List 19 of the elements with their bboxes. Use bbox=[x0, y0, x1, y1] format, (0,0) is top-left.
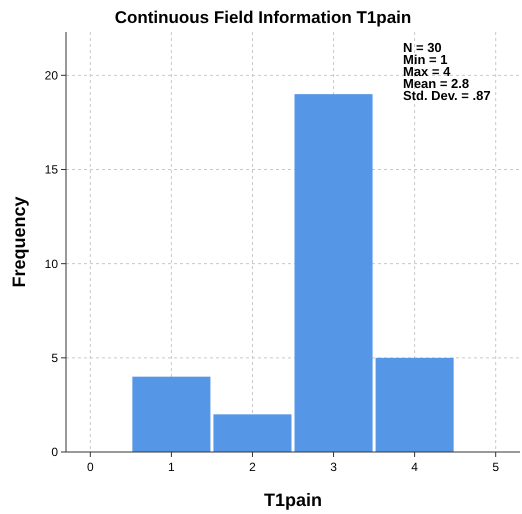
annotation: N = 30 bbox=[403, 40, 442, 55]
y-tick-label: 10 bbox=[44, 256, 58, 271]
annotation: Std. Dev. = .87 bbox=[403, 88, 491, 103]
annotation: Max = 4 bbox=[403, 64, 452, 79]
y-tick-label: 5 bbox=[51, 351, 58, 366]
x-tick-label: 0 bbox=[86, 460, 94, 474]
chart-title: Continuous Field Information T1pain bbox=[114, 8, 412, 27]
annotation: Min = 1 bbox=[403, 52, 448, 67]
annotation: Mean = 2.8 bbox=[403, 76, 470, 91]
y-tick-label: 0 bbox=[51, 445, 58, 460]
x-axis-title: T1pain bbox=[264, 490, 322, 510]
x-tick-label: 3 bbox=[330, 460, 338, 474]
x-tick-label: 2 bbox=[249, 460, 256, 474]
x-tick-label: 5 bbox=[492, 460, 500, 474]
y-axis-title: Frequency bbox=[9, 196, 29, 288]
x-tick-label: 4 bbox=[411, 460, 418, 474]
y-tick-label: 15 bbox=[44, 162, 58, 177]
y-tick-label: 20 bbox=[44, 68, 58, 83]
x-tick-label: 1 bbox=[168, 460, 176, 474]
